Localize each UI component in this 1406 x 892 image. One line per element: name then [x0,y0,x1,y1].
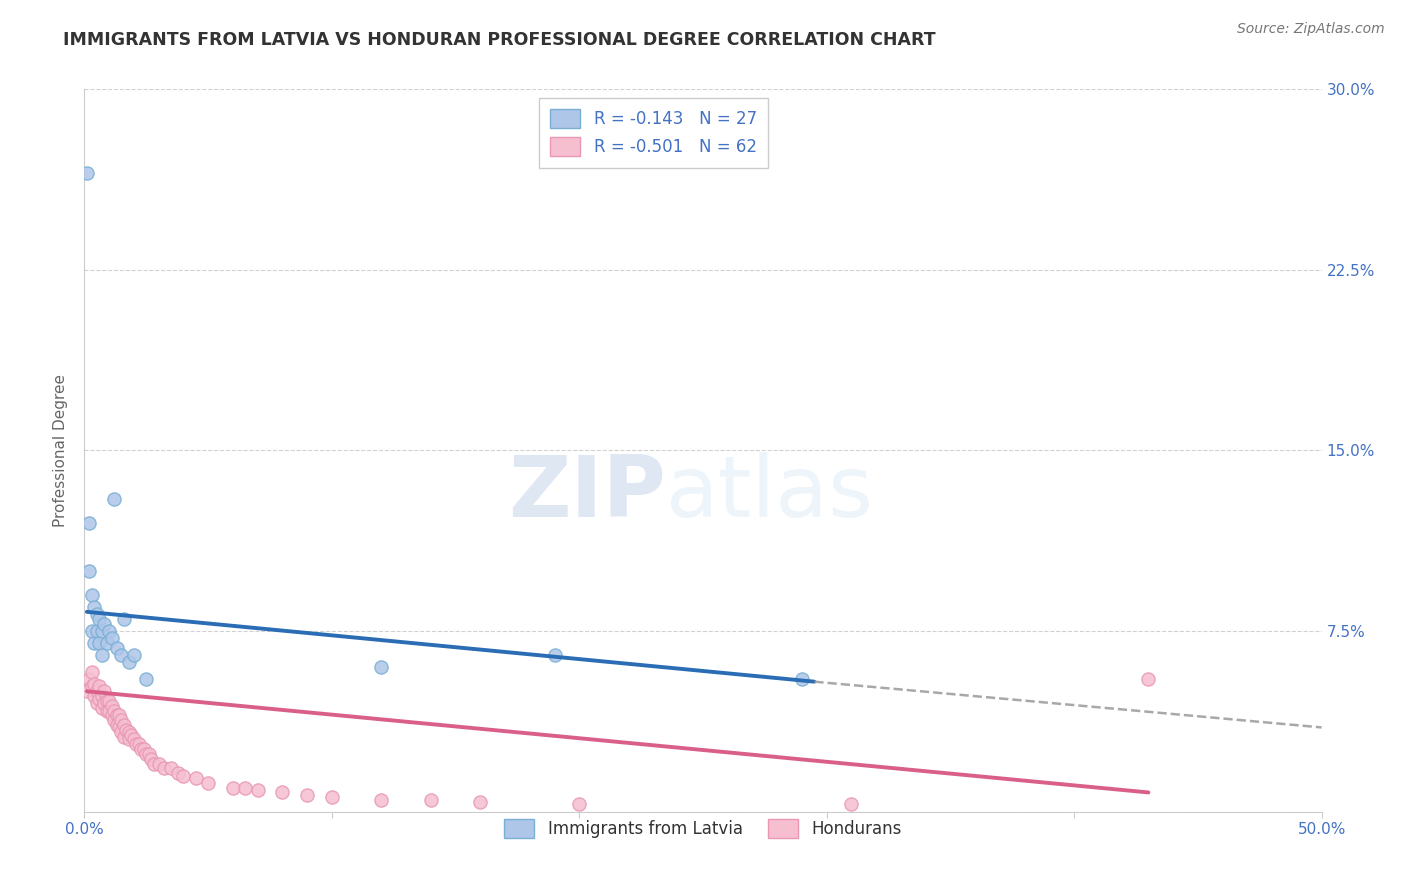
Point [543,648,565,662]
Point [86,607,108,622]
Point [135,747,157,761]
Point [83,677,105,691]
Point [105,708,128,723]
Point [100,708,122,723]
Point [167,766,190,780]
Point [419,793,441,807]
Point [86,696,108,710]
Point [76,166,98,180]
Point [100,698,122,713]
Point [105,640,128,655]
Point [271,785,294,799]
Point [103,704,125,718]
Point [108,721,131,735]
Point [148,756,170,771]
Point [80,624,103,639]
Point [120,728,142,742]
Point [138,747,160,761]
Point [295,788,318,802]
Point [96,694,118,708]
Point [93,696,115,710]
Point [90,689,112,703]
Point [98,704,121,718]
Point [90,648,112,662]
Point [246,783,269,797]
Point [80,665,103,679]
Text: atlas: atlas [666,452,875,535]
Point [96,636,118,650]
Point [125,737,148,751]
Point [103,491,125,506]
Point [86,684,108,698]
Point [233,780,256,795]
Point [83,599,105,614]
Point [76,684,98,698]
Point [89,612,111,626]
Legend: Immigrants from Latvia, Hondurans: Immigrants from Latvia, Hondurans [496,811,910,847]
Point [110,713,132,727]
Point [79,516,101,530]
Point [83,689,105,703]
Point [80,680,103,694]
Point [96,704,118,718]
Point [118,732,141,747]
Point [172,769,194,783]
Point [129,742,152,756]
Point [112,718,135,732]
Point [142,756,165,771]
Point [108,708,131,723]
Point [135,673,157,687]
Point [470,795,492,809]
Point [80,588,103,602]
Point [112,730,135,744]
Point [132,742,155,756]
Point [141,752,163,766]
Point [89,680,111,694]
Point [160,761,183,775]
Point [79,673,101,687]
Point [115,723,138,737]
Point [110,725,132,739]
Point [89,691,111,706]
Point [321,790,343,805]
Point [100,632,122,646]
Point [110,648,132,662]
Point [1137,673,1160,687]
Point [122,648,145,662]
Point [370,793,392,807]
Point [112,612,135,626]
Point [184,771,207,785]
Point [93,684,115,698]
Point [122,732,145,747]
Text: ZIP: ZIP [508,452,666,535]
Text: IMMIGRANTS FROM LATVIA VS HONDURAN PROFESSIONAL DEGREE CORRELATION CHART: IMMIGRANTS FROM LATVIA VS HONDURAN PROFE… [63,31,936,49]
Point [128,737,150,751]
Point [118,656,141,670]
Point [98,694,121,708]
Point [98,624,121,639]
Point [370,660,392,674]
Point [790,673,813,687]
Point [197,776,219,790]
Point [152,761,174,775]
Point [841,797,863,812]
Point [222,780,245,795]
Point [105,718,128,732]
Point [83,636,105,650]
Point [93,616,115,631]
Point [89,636,111,650]
Y-axis label: Professional Degree: Professional Degree [53,374,69,527]
Point [86,624,108,639]
Point [79,564,101,578]
Text: Source: ZipAtlas.com: Source: ZipAtlas.com [1237,22,1385,37]
Point [118,725,141,739]
Point [90,624,112,639]
Point [103,713,125,727]
Point [568,797,591,812]
Point [90,701,112,715]
